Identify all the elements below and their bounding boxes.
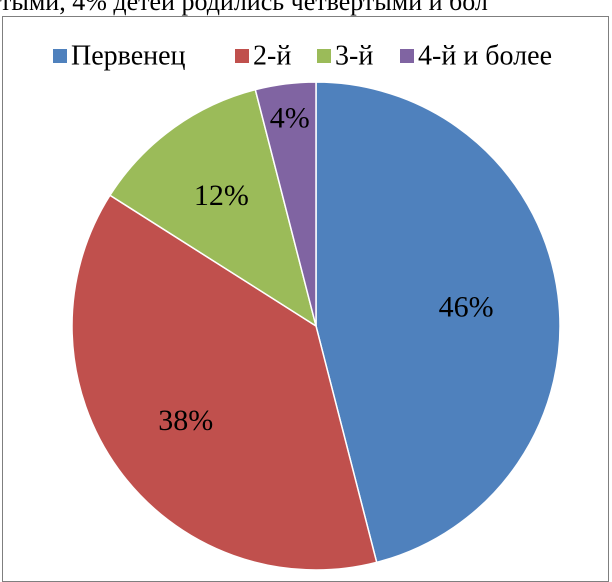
pie-slice-3 (108, 88, 318, 328)
data-label-2: 38% (158, 404, 213, 437)
chart-frame: Первенец 2-й 3-й 4-й и более 46% 38% 12% 4% (2, 16, 609, 582)
legend-swatch-3 (317, 49, 331, 63)
data-label-3: 12% (194, 179, 249, 212)
legend-label-4: 4-й и более (418, 41, 552, 72)
legend: Первенец 2-й 3-й 4-й и более (53, 41, 552, 72)
legend-swatch-4 (400, 49, 414, 63)
legend-label-2: 2-й (253, 41, 291, 72)
data-label-1: 46% (439, 291, 494, 324)
context-text: тыми, 4% детей родились четвертыми и бол (0, 0, 488, 16)
pie-chart: Первенец 2-й 3-й 4-й и более 46% 38% 12% 4% (53, 41, 561, 571)
pie-slice-2 (71, 194, 378, 571)
pie-slice-4 (254, 81, 317, 327)
pie-slice-1 (315, 81, 561, 564)
data-label-4: 4% (270, 101, 310, 134)
legend-swatch-1 (53, 49, 67, 63)
legend-swatch-2 (235, 49, 249, 63)
legend-label-1: Первенец (71, 41, 186, 72)
pie-slices (71, 81, 561, 571)
legend-label-3: 3-й (335, 41, 373, 72)
data-labels: 46% 38% 12% 4% (158, 101, 493, 437)
